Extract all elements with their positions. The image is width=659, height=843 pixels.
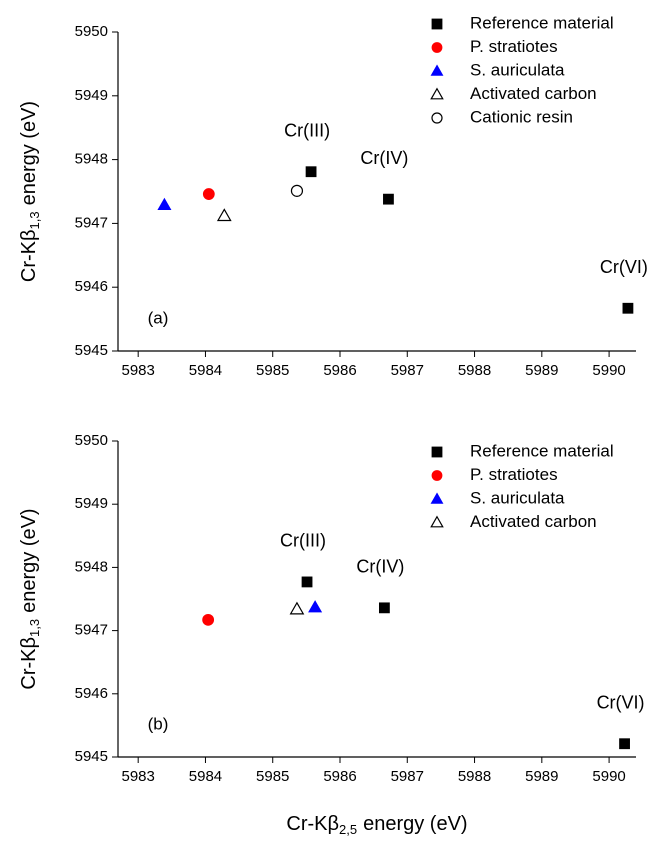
y-tick-label: 5947	[75, 622, 108, 639]
y-tick-label: 5949	[75, 495, 108, 512]
label-main: Cr-Kβ	[18, 229, 40, 282]
marker-circle	[290, 184, 304, 197]
y-tick-label: 5945	[75, 342, 108, 359]
label-subscript: 1,3	[27, 211, 42, 229]
legend-label: P. stratiotes	[470, 37, 558, 56]
marker-square	[619, 738, 630, 750]
marker-circle	[202, 613, 215, 626]
label-main: Cr-Kβ	[18, 637, 40, 690]
legend-label: Cationic resin	[470, 107, 573, 126]
point-label: Cr(VI)	[597, 692, 645, 712]
marker-square	[378, 602, 390, 614]
x-tick-label: 5985	[256, 362, 289, 379]
label-suffix: energy (eV)	[18, 101, 40, 206]
marker-square	[431, 18, 443, 30]
marker-square	[622, 302, 634, 314]
y-tick-label: 5947	[75, 214, 108, 231]
legend-label: Activated carbon	[470, 512, 597, 531]
y-axis-label: Cr-Kβ1,3 energy (eV)	[18, 508, 42, 689]
legend-label: Reference material	[470, 441, 614, 460]
x-tick-label: 5989	[525, 768, 558, 785]
x-tick-label: 5984	[189, 362, 222, 379]
x-tick-label: 5989	[525, 362, 558, 379]
label-suffix: energy (eV)	[18, 508, 40, 613]
marker-square	[383, 193, 394, 205]
y-axis-label: Cr-Kβ1,3 energy (eV)	[18, 101, 42, 282]
marker-triangle	[430, 87, 444, 100]
marker-circle	[202, 188, 215, 200]
x-tick-label: 5986	[323, 768, 356, 785]
marker-triangle	[308, 600, 323, 613]
x-tick-label: 5983	[121, 362, 154, 379]
x-tick-label: 5990	[592, 362, 625, 379]
marker-square	[301, 576, 313, 588]
panel-label: (b)	[148, 714, 169, 733]
legend-label: S. auriculata	[470, 488, 565, 507]
y-tick-label: 5948	[75, 558, 108, 575]
marker-triangle	[157, 197, 172, 211]
label-main: Cr-Kβ	[286, 813, 339, 835]
marker-circle	[431, 42, 443, 53]
label-suffix: energy (eV)	[363, 813, 468, 835]
legend-label: S. auriculata	[470, 60, 565, 79]
marker-triangle	[216, 208, 232, 222]
y-tick-label: 5950	[75, 23, 108, 40]
y-tick-label: 5949	[75, 87, 108, 104]
marker-triangle	[430, 492, 444, 504]
x-tick-label: 5984	[189, 768, 222, 785]
marker-triangle	[289, 601, 305, 615]
x-tick-label: 5990	[592, 768, 625, 785]
marker-square	[305, 166, 317, 178]
x-tick-label: 5983	[121, 768, 154, 785]
marker-triangle	[430, 515, 444, 528]
y-tick-label: 5948	[75, 151, 108, 168]
y-tick-label: 5946	[75, 685, 108, 702]
x-tick-label: 5987	[391, 768, 424, 785]
point-label: Cr(IV)	[360, 148, 408, 168]
y-tick-label: 5945	[75, 748, 108, 765]
legend-label: Reference material	[470, 13, 614, 32]
point-label: Cr(VI)	[600, 257, 648, 277]
marker-square	[431, 446, 443, 458]
x-tick-label: 5988	[458, 362, 491, 379]
point-label: Cr(IV)	[356, 557, 404, 577]
marker-triangle	[430, 64, 444, 76]
point-label: Cr(III)	[280, 531, 326, 551]
x-axis-label: Cr-Kβ2,5 energy (eV)	[286, 813, 467, 837]
y-tick-label: 5950	[75, 432, 108, 449]
x-tick-label: 5985	[256, 768, 289, 785]
marker-circle	[431, 470, 443, 481]
label-subscript: 1,3	[27, 619, 42, 637]
legend-label: Activated carbon	[470, 84, 597, 103]
point-label: Cr(III)	[284, 120, 330, 140]
x-tick-label: 5987	[391, 362, 424, 379]
panel-label: (a)	[148, 308, 169, 327]
x-tick-label: 5986	[323, 362, 356, 379]
marker-circle	[431, 112, 443, 124]
label-subscript: 2,5	[339, 822, 357, 837]
x-tick-label: 5988	[458, 768, 491, 785]
legend-label: P. stratiotes	[470, 465, 558, 484]
y-tick-label: 5946	[75, 278, 108, 295]
